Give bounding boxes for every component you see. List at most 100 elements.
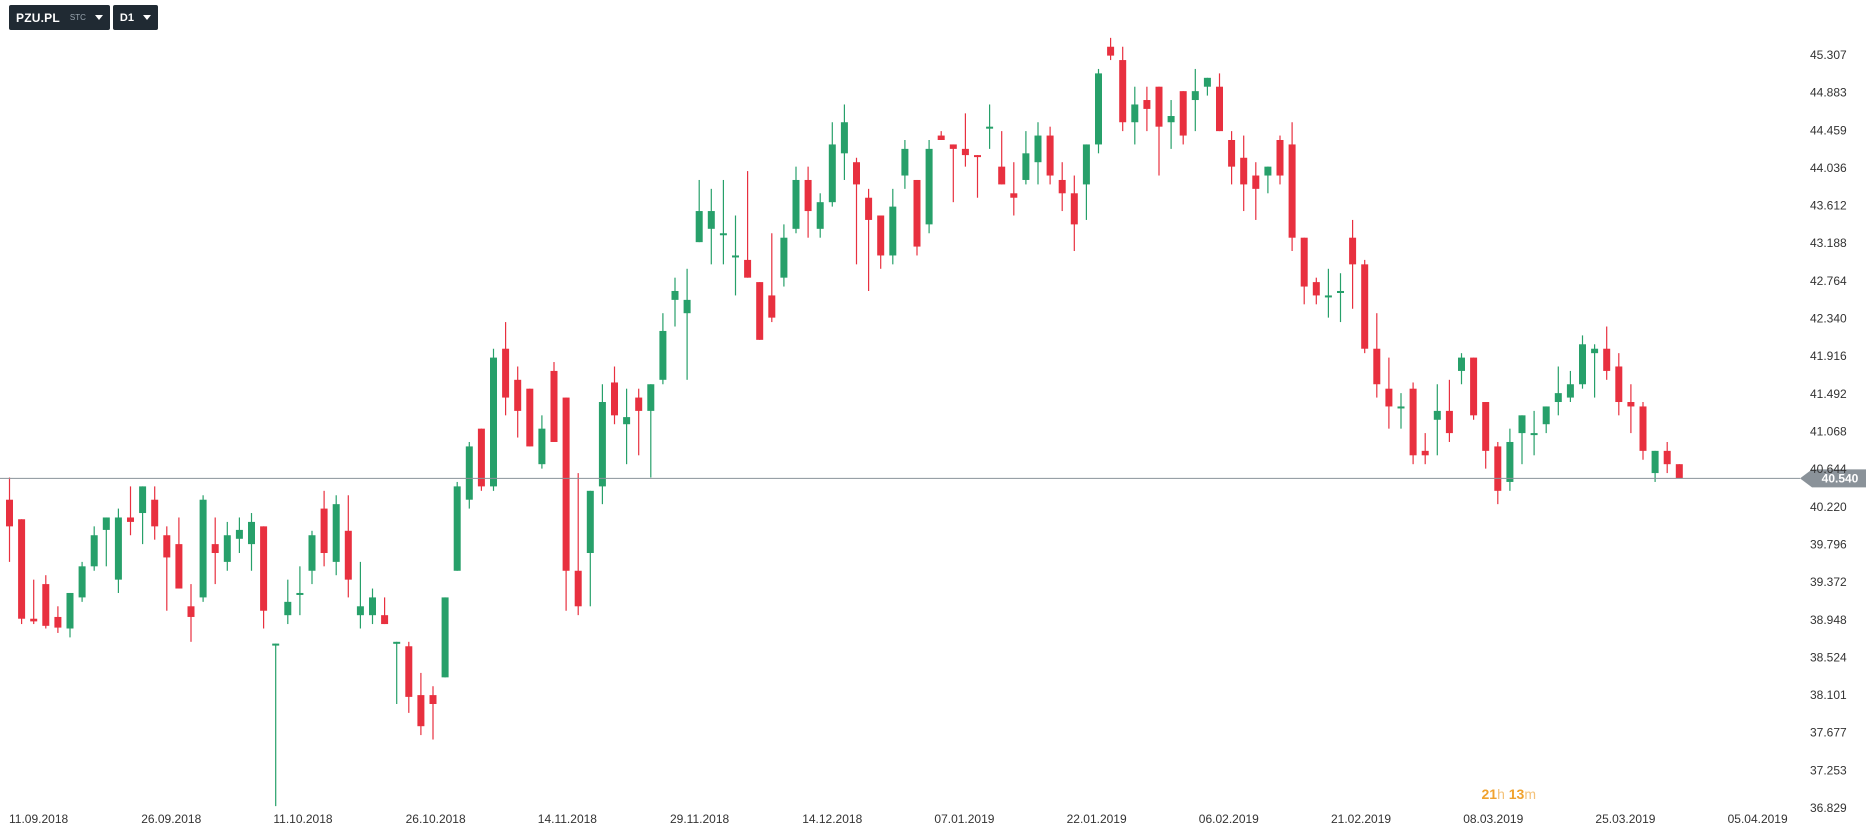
candle-body: [284, 601, 292, 616]
candle: [659, 313, 667, 385]
candle-body: [344, 530, 352, 580]
candle-body: [1409, 388, 1417, 456]
candle: [792, 166, 800, 234]
candle-body: [102, 517, 110, 530]
candle: [1143, 86, 1151, 132]
candle: [490, 348, 497, 491]
candle-body: [611, 382, 618, 416]
candle: [1409, 382, 1417, 465]
candle: [901, 139, 909, 189]
y-tick-label: 37.253: [1810, 763, 1847, 777]
candle-body: [54, 616, 62, 628]
candle: [90, 526, 98, 571]
candle-body: [538, 428, 546, 465]
x-axis: 11.09.2018 26.09.2018 11.10.2018 26.10.2018…: [9, 812, 1788, 826]
candle-body: [1252, 175, 1260, 189]
candle-body: [114, 517, 122, 580]
candle-body: [695, 211, 703, 243]
candle: [1107, 37, 1115, 61]
candle-body: [441, 597, 449, 678]
candle: [635, 388, 643, 456]
candle: [102, 517, 110, 567]
candle-body: [1228, 139, 1236, 167]
candle-body: [1603, 348, 1611, 371]
candle: [853, 157, 860, 265]
candle: [1663, 441, 1671, 474]
y-tick-label: 45.307: [1810, 48, 1847, 62]
candle-body: [1143, 100, 1151, 109]
candle-body: [260, 526, 268, 611]
candle: [1361, 259, 1369, 354]
candle-body: [562, 397, 570, 571]
candle-body: [937, 135, 945, 140]
candle-body: [1070, 193, 1078, 225]
x-tick-label: 05.04.2019: [1728, 812, 1788, 826]
candle: [768, 233, 776, 323]
candle-body: [1470, 357, 1478, 416]
candle: [925, 139, 933, 234]
candle-body: [526, 388, 534, 447]
y-tick-label: 41.068: [1810, 425, 1847, 439]
candle: [1554, 366, 1562, 416]
candle-body: [853, 162, 860, 185]
candle-body: [223, 535, 231, 562]
candle-body: [248, 521, 255, 545]
candle: [756, 282, 764, 340]
candle: [260, 526, 268, 629]
candle-body: [1034, 135, 1042, 163]
candle-body: [1203, 77, 1211, 87]
candle: [1349, 219, 1357, 309]
candle-body: [1155, 86, 1163, 127]
candle: [647, 384, 655, 478]
candle-body: [840, 122, 848, 154]
y-tick-label: 43.188: [1810, 236, 1847, 250]
candle: [223, 521, 231, 571]
x-tick-label: 26.10.2018: [406, 812, 466, 826]
candle-body: [949, 144, 957, 149]
candle: [42, 575, 50, 629]
candle: [465, 441, 473, 509]
candle-body: [308, 535, 316, 571]
candle-body: [1591, 348, 1599, 354]
candle-body: [1518, 415, 1526, 434]
candle-body: [1179, 91, 1187, 136]
symbol-selector[interactable]: PZU.PL STC: [9, 5, 110, 30]
candle: [1264, 166, 1272, 194]
candle: [187, 584, 195, 642]
y-tick-label: 39.796: [1810, 537, 1847, 551]
candle-body: [1361, 264, 1369, 349]
candle-body: [780, 237, 788, 278]
x-tick-label: 25.03.2019: [1595, 812, 1655, 826]
countdown-hours-unit: h: [1497, 786, 1505, 802]
candle-body: [1433, 410, 1441, 420]
candle: [1603, 326, 1611, 380]
candle: [139, 486, 147, 545]
x-tick-label: 11.09.2018: [9, 812, 68, 826]
candle-body: [804, 179, 812, 212]
candle-body: [1651, 450, 1659, 474]
chevron-down-icon: [142, 15, 151, 20]
candle: [248, 513, 255, 571]
countdown-hours: 21: [1481, 786, 1498, 802]
candle: [163, 526, 171, 611]
candle-body: [66, 592, 74, 629]
candle: [1203, 77, 1211, 96]
symbol-subtitle: STC: [69, 13, 86, 22]
x-tick-label: 06.02.2019: [1199, 812, 1259, 826]
candle: [1095, 68, 1102, 154]
chart-toolbar: PZU.PL STC D1: [9, 5, 158, 30]
candle: [1276, 135, 1284, 185]
candle-body: [974, 155, 981, 158]
candle-body: [719, 233, 727, 236]
timeframe-selector[interactable]: D1: [112, 5, 158, 30]
candle: [1022, 131, 1030, 185]
candle-body: [1385, 388, 1393, 407]
candle-body: [1107, 46, 1115, 56]
candle: [127, 486, 134, 536]
candle: [949, 144, 957, 203]
candle: [1458, 353, 1465, 385]
candle: [961, 113, 969, 167]
candle: [502, 322, 510, 416]
candle-body: [707, 211, 715, 229]
